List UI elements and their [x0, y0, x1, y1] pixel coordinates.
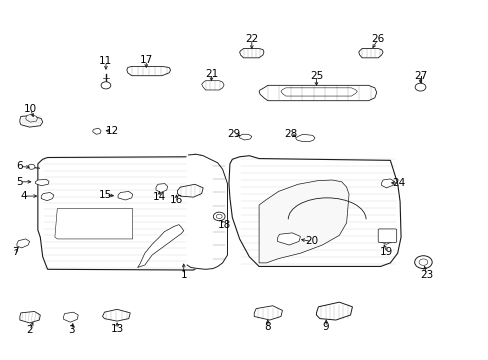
- Text: 3: 3: [68, 325, 75, 335]
- Polygon shape: [38, 154, 212, 270]
- Polygon shape: [55, 208, 132, 239]
- Polygon shape: [259, 85, 376, 101]
- Text: 14: 14: [152, 192, 166, 202]
- Text: 7: 7: [12, 247, 18, 257]
- Polygon shape: [156, 184, 167, 193]
- Polygon shape: [201, 81, 224, 90]
- Polygon shape: [379, 233, 393, 244]
- Text: 6: 6: [17, 161, 23, 171]
- FancyBboxPatch shape: [377, 229, 396, 243]
- Text: 17: 17: [140, 55, 153, 65]
- Polygon shape: [126, 66, 170, 76]
- Text: 24: 24: [392, 178, 405, 188]
- Polygon shape: [228, 156, 400, 266]
- Circle shape: [414, 256, 431, 269]
- Polygon shape: [17, 239, 30, 248]
- Polygon shape: [259, 180, 348, 263]
- Text: 11: 11: [99, 57, 112, 66]
- Polygon shape: [93, 128, 101, 134]
- Text: 21: 21: [204, 68, 218, 78]
- Text: 1: 1: [180, 270, 186, 280]
- Text: 13: 13: [110, 324, 123, 334]
- Text: 29: 29: [227, 129, 240, 139]
- Polygon shape: [63, 312, 78, 322]
- Text: 19: 19: [379, 247, 392, 257]
- Circle shape: [418, 259, 427, 265]
- Text: 8: 8: [264, 322, 271, 332]
- Text: 15: 15: [99, 190, 112, 200]
- Circle shape: [28, 164, 35, 169]
- Text: 20: 20: [305, 237, 318, 247]
- Text: 27: 27: [413, 71, 426, 81]
- Polygon shape: [316, 302, 352, 320]
- Polygon shape: [102, 309, 130, 321]
- Text: 22: 22: [244, 34, 258, 44]
- Polygon shape: [20, 311, 40, 323]
- Polygon shape: [177, 184, 203, 197]
- Text: 26: 26: [371, 34, 384, 44]
- Text: 10: 10: [24, 104, 37, 114]
- Text: 23: 23: [419, 270, 432, 280]
- Circle shape: [414, 83, 425, 91]
- Polygon shape: [254, 306, 282, 320]
- Polygon shape: [187, 154, 227, 269]
- Polygon shape: [381, 179, 393, 188]
- Polygon shape: [239, 134, 251, 140]
- Polygon shape: [137, 225, 183, 267]
- Circle shape: [216, 214, 222, 219]
- Polygon shape: [295, 134, 314, 141]
- Text: 25: 25: [309, 71, 323, 81]
- Polygon shape: [35, 179, 49, 186]
- Text: 18: 18: [217, 220, 230, 230]
- Text: 12: 12: [105, 126, 119, 136]
- Polygon shape: [277, 233, 300, 245]
- Text: 5: 5: [17, 177, 23, 187]
- Polygon shape: [118, 192, 132, 200]
- Polygon shape: [239, 49, 264, 58]
- Polygon shape: [20, 116, 42, 127]
- Polygon shape: [26, 114, 37, 122]
- Circle shape: [101, 82, 111, 89]
- Circle shape: [213, 212, 224, 221]
- Text: 4: 4: [20, 191, 26, 201]
- Text: 16: 16: [169, 195, 183, 204]
- Polygon shape: [358, 49, 382, 58]
- Polygon shape: [281, 88, 357, 96]
- Text: 28: 28: [284, 129, 297, 139]
- Polygon shape: [41, 193, 54, 201]
- Text: 2: 2: [26, 325, 33, 335]
- Text: 9: 9: [322, 322, 329, 332]
